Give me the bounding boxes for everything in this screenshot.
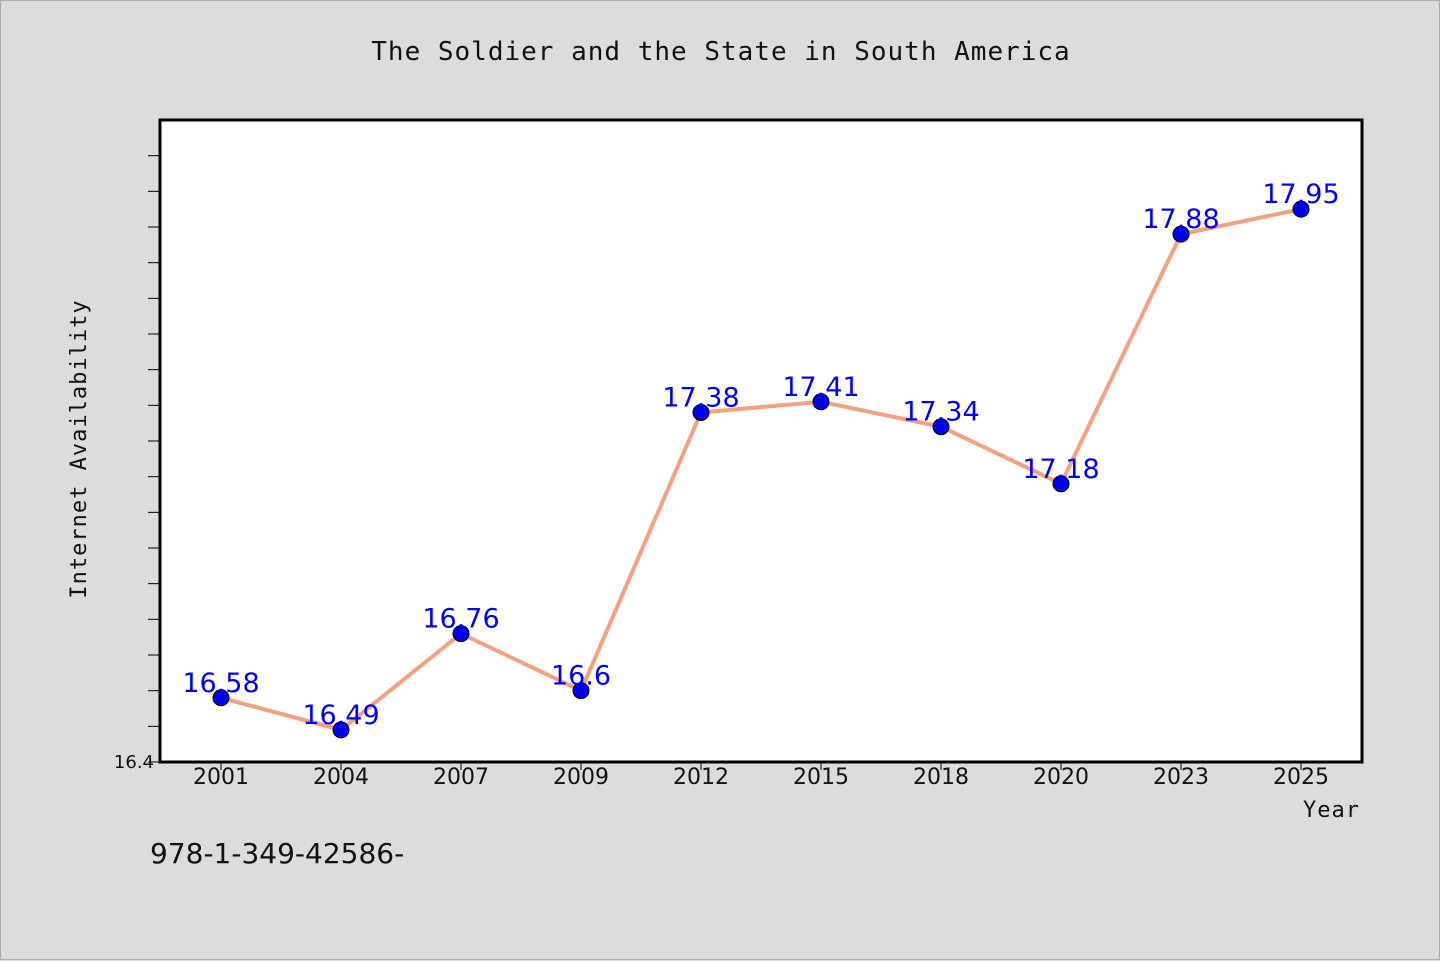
x-axis-ticks: 2001 2004 2007 2009 2012 2015 2018 2020 2023 2025 — [193, 762, 1329, 790]
data-point — [1172, 225, 1190, 243]
x-tick-label: 2004 — [313, 765, 369, 790]
x-tick-label: 2020 — [1033, 765, 1089, 790]
data-point — [452, 625, 470, 643]
series-line — [219, 207, 1303, 732]
y-axis-ticks: 16.4 — [114, 155, 160, 773]
x-tick-label: 2015 — [793, 765, 849, 790]
series-layer — [212, 200, 1310, 739]
x-tick-label: 2023 — [1153, 765, 1209, 790]
chart-title: The Soldier and the State in South Ameri… — [371, 37, 1071, 67]
x-tick-label: 2012 — [673, 765, 729, 790]
x-tick-label: 2009 — [553, 765, 609, 790]
data-point — [212, 689, 230, 707]
x-tick-label: 2007 — [433, 765, 489, 790]
data-label: 16.76 — [422, 604, 499, 635]
data-point — [572, 682, 590, 700]
data-point — [1292, 200, 1310, 218]
data-label: 17.88 — [1142, 204, 1219, 235]
data-label: 16.49 — [302, 700, 379, 731]
data-label: 17.95 — [1262, 179, 1339, 210]
footer-code: 978-1-349-42586- — [150, 837, 405, 870]
x-tick-label: 2025 — [1273, 765, 1329, 790]
data-point — [1052, 475, 1070, 493]
y-tick-label: 16.4 — [114, 752, 154, 773]
data-label: 17.34 — [902, 397, 979, 428]
data-label: 16.58 — [182, 668, 259, 699]
data-label: 16.6 — [551, 661, 611, 692]
plot-area — [158, 118, 1364, 764]
data-point — [812, 393, 830, 411]
data-label-layer: 16.58 16.49 16.76 16.6 17.38 17.41 17.34 17.18 1… — [182, 179, 1339, 731]
data-label: 17.18 — [1022, 454, 1099, 485]
data-label: 17.41 — [782, 372, 859, 403]
data-label: 17.38 — [662, 382, 739, 413]
data-point — [692, 403, 710, 421]
data-point — [332, 721, 350, 739]
x-axis-label: Year — [1303, 798, 1360, 823]
y-axis-label: Internet Availability — [67, 299, 92, 598]
x-tick-label: 2001 — [193, 765, 249, 790]
data-point — [932, 418, 950, 436]
x-tick-label: 2018 — [913, 765, 969, 790]
